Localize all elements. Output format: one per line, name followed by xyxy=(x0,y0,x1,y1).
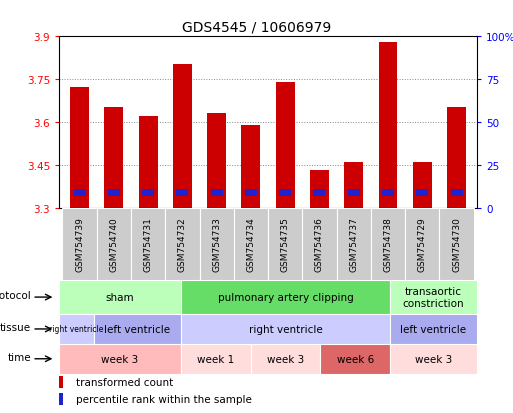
Text: week 3: week 3 xyxy=(267,354,304,364)
Bar xyxy=(173,65,192,208)
Text: GSM754734: GSM754734 xyxy=(246,217,255,272)
Text: GSM754735: GSM754735 xyxy=(281,217,290,272)
Bar xyxy=(59,314,94,344)
Bar xyxy=(450,190,463,197)
Text: right ventricle: right ventricle xyxy=(249,324,322,334)
Bar xyxy=(234,208,268,280)
Text: time: time xyxy=(7,352,31,362)
Text: GDS4545 / 10606979: GDS4545 / 10606979 xyxy=(182,21,331,35)
Text: percentile rank within the sample: percentile rank within the sample xyxy=(76,394,251,404)
Bar xyxy=(390,344,477,374)
Bar xyxy=(131,208,165,280)
Text: GSM754736: GSM754736 xyxy=(315,217,324,272)
Text: GSM754738: GSM754738 xyxy=(384,217,392,272)
Text: week 3: week 3 xyxy=(102,354,139,364)
Text: pulmonary artery clipping: pulmonary artery clipping xyxy=(218,292,353,302)
Text: transaortic
constriction: transaortic constriction xyxy=(403,287,464,308)
Bar xyxy=(320,344,390,374)
Bar xyxy=(96,208,131,280)
Bar xyxy=(200,208,234,280)
Bar xyxy=(73,190,86,197)
Bar xyxy=(310,171,329,208)
Bar xyxy=(94,314,181,344)
Bar xyxy=(416,190,428,197)
Bar xyxy=(251,344,320,374)
Bar xyxy=(105,108,123,208)
Text: week 6: week 6 xyxy=(337,354,374,364)
Bar xyxy=(382,190,394,197)
Bar xyxy=(245,190,257,197)
Text: week 1: week 1 xyxy=(197,354,234,364)
Bar xyxy=(276,83,294,208)
Text: transformed count: transformed count xyxy=(76,377,173,387)
Text: GSM754737: GSM754737 xyxy=(349,217,358,272)
Bar xyxy=(337,208,371,280)
Text: GSM754740: GSM754740 xyxy=(109,217,119,272)
Bar xyxy=(405,208,440,280)
Bar xyxy=(390,280,477,314)
Text: GSM754739: GSM754739 xyxy=(75,217,84,272)
Bar xyxy=(59,280,181,314)
Bar xyxy=(108,190,120,197)
Bar xyxy=(59,376,63,389)
Bar xyxy=(211,190,223,197)
Bar xyxy=(379,43,398,208)
Bar xyxy=(313,190,325,197)
Text: GSM754731: GSM754731 xyxy=(144,217,152,272)
Bar xyxy=(70,88,89,208)
Text: protocol: protocol xyxy=(0,291,31,301)
Bar xyxy=(181,314,390,344)
Bar xyxy=(165,208,200,280)
Bar xyxy=(139,117,157,208)
Bar xyxy=(447,108,466,208)
Bar xyxy=(440,208,473,280)
Text: GSM754729: GSM754729 xyxy=(418,217,427,272)
Bar xyxy=(207,114,226,208)
Text: GSM754730: GSM754730 xyxy=(452,217,461,272)
Bar xyxy=(176,190,188,197)
Bar xyxy=(348,190,360,197)
Bar xyxy=(181,344,251,374)
Text: week 3: week 3 xyxy=(415,354,452,364)
Bar xyxy=(142,190,154,197)
Bar xyxy=(371,208,405,280)
Text: left ventricle: left ventricle xyxy=(104,324,170,334)
Text: right ventricle: right ventricle xyxy=(49,325,104,334)
Bar xyxy=(268,208,302,280)
Bar xyxy=(181,280,390,314)
Text: GSM754733: GSM754733 xyxy=(212,217,221,272)
Bar xyxy=(390,314,477,344)
Bar xyxy=(242,125,260,208)
Text: sham: sham xyxy=(106,292,134,302)
Text: left ventricle: left ventricle xyxy=(401,324,467,334)
Bar xyxy=(63,208,96,280)
Text: tissue: tissue xyxy=(0,323,31,332)
Text: GSM754732: GSM754732 xyxy=(178,217,187,272)
Bar xyxy=(302,208,337,280)
Bar xyxy=(59,393,63,406)
Bar xyxy=(59,344,181,374)
Bar xyxy=(344,162,363,208)
Bar xyxy=(279,190,291,197)
Bar xyxy=(413,162,431,208)
